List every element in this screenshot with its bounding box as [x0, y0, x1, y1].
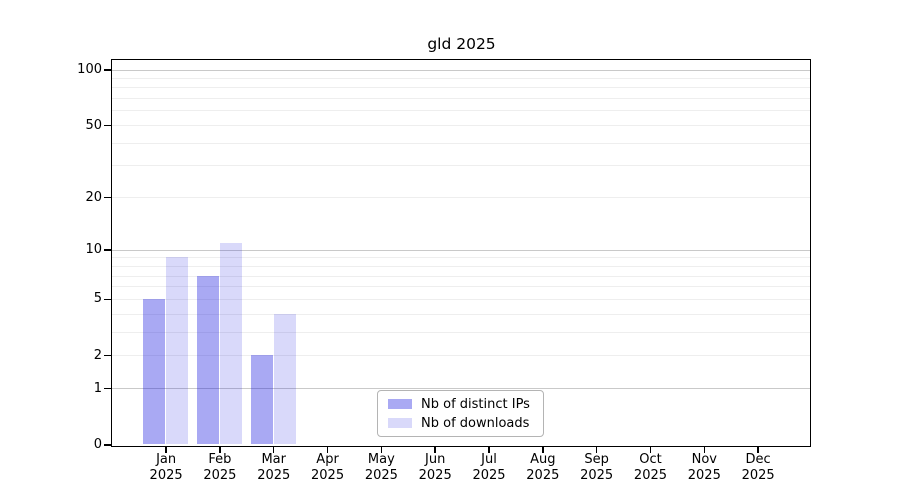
gridline-minor-6: [112, 286, 810, 288]
gridline-minor-9: [112, 257, 810, 259]
gridline-minor-2: [112, 355, 810, 357]
bar-downloads-mar: [273, 313, 296, 445]
legend-swatch-downloads: [388, 417, 412, 429]
plot-area: [111, 58, 811, 447]
x-tick-sep: [595, 446, 598, 453]
legend-label-distinct-ips: Nb of distinct IPs: [421, 396, 530, 412]
bar-downloads-feb: [219, 242, 242, 445]
gridline-minor-60: [112, 110, 810, 112]
x-tick-label-dec: Dec 2025: [741, 452, 775, 483]
x-tick-mar: [272, 446, 275, 453]
y-tick-label-100: 100: [77, 62, 102, 77]
gridline-major-100: [112, 69, 810, 71]
legend-item-downloads: Nb of downloads: [388, 416, 543, 431]
x-tick-label-sep: Sep 2025: [580, 452, 614, 483]
y-tick-label-2: 2: [93, 347, 102, 363]
x-tick-label-aug: Aug 2025: [526, 452, 560, 483]
y-tick-0: [104, 444, 111, 446]
bar-distinct-ips-feb: [196, 275, 219, 445]
y-tick-10: [104, 249, 111, 251]
gridline-minor-70: [112, 98, 810, 100]
gridline-minor-90: [112, 77, 810, 79]
x-tick-aug: [542, 446, 544, 453]
x-tick-jan: [165, 446, 167, 453]
y-tick-100: [104, 69, 111, 71]
gridline-major-1: [112, 388, 810, 390]
gridline-minor-4: [112, 313, 810, 315]
y-tick-label-10: 10: [85, 242, 102, 258]
gridline-minor-20: [112, 197, 810, 199]
gridline-minor-40: [112, 142, 810, 144]
x-tick-jun: [434, 446, 436, 453]
x-tick-label-oct: Oct 2025: [633, 452, 668, 483]
y-tick-label-0: 0: [93, 437, 102, 452]
x-tick-jul: [488, 446, 490, 453]
gridline-minor-80: [112, 87, 810, 89]
x-tick-label-apr: Apr 2025: [311, 452, 345, 483]
y-tick-2: [104, 354, 111, 357]
gridline-minor-7: [112, 275, 810, 277]
x-tick-label-feb: Feb 2025: [203, 452, 237, 483]
legend-swatch-distinct-ips: [388, 398, 412, 410]
gridline-minor-50: [112, 125, 810, 127]
x-tick-label-jul: Jul 2025: [472, 452, 506, 483]
x-tick-apr: [326, 446, 329, 453]
y-tick-1: [104, 387, 111, 390]
y-tick-20: [104, 196, 111, 199]
x-tick-label-jun: Jun 2025: [418, 452, 452, 483]
bar-downloads-jan: [166, 257, 189, 445]
x-tick-label-may: May 2025: [364, 452, 398, 483]
gridline-minor-30: [112, 165, 810, 167]
gridline-minor-3: [112, 331, 810, 333]
gridline-minor-5: [112, 298, 810, 300]
bar-distinct-ips-jan: [143, 298, 166, 445]
y-tick-label-50: 50: [85, 117, 102, 133]
x-tick-oct: [649, 446, 652, 453]
x-tick-label-mar: Mar 2025: [257, 452, 291, 483]
y-tick-5: [104, 298, 111, 301]
chart-title: gld 2025: [427, 35, 496, 53]
gridline-major-10: [112, 249, 810, 251]
x-tick-label-nov: Nov 2025: [687, 452, 721, 483]
y-tick-50: [104, 124, 111, 127]
gridline-minor-8: [112, 265, 810, 267]
bar-distinct-ips-mar: [250, 355, 273, 445]
legend-item-distinct-ips: Nb of distinct IPs: [388, 397, 543, 412]
y-tick-label-1: 1: [93, 380, 102, 396]
x-tick-feb: [219, 446, 221, 453]
x-tick-nov: [703, 446, 706, 453]
x-tick-label-jan: Jan 2025: [149, 452, 183, 483]
legend-label-downloads: Nb of downloads: [421, 415, 530, 431]
x-tick-may: [380, 446, 383, 453]
y-tick-label-20: 20: [85, 189, 102, 205]
y-tick-label-5: 5: [93, 291, 102, 307]
legend: Nb of distinct IPs Nb of downloads: [377, 390, 544, 437]
x-tick-dec: [757, 446, 759, 453]
